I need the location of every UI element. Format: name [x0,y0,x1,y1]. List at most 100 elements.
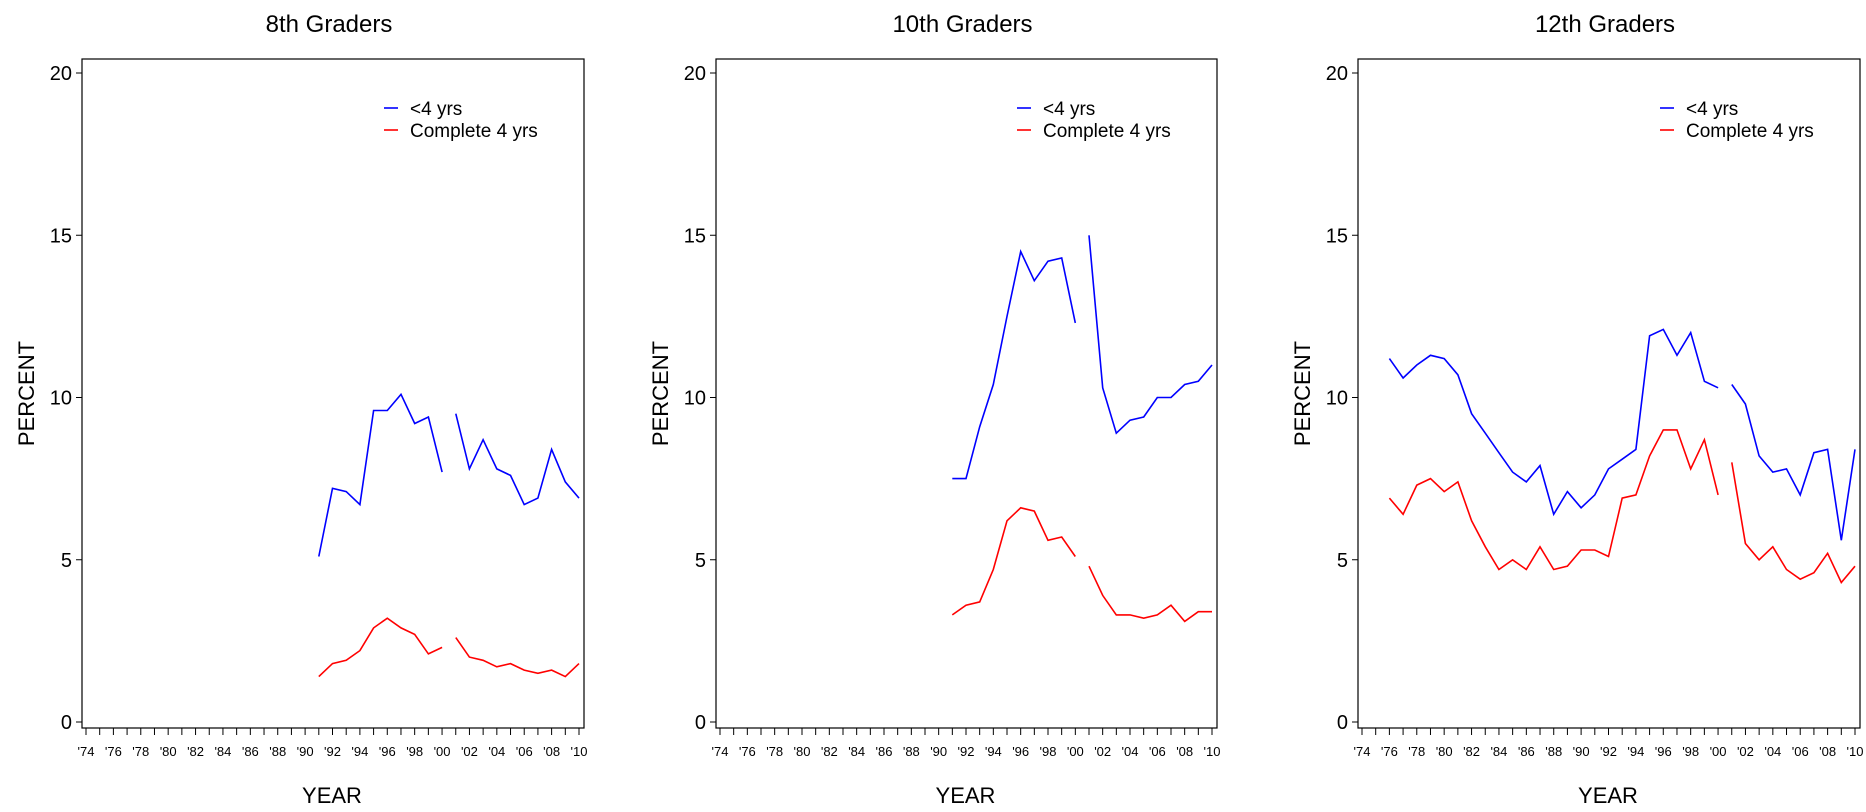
y-tick-label: 0 [1337,712,1348,734]
x-tick-label: '06 [1792,744,1809,759]
y-axis-label: PERCENT [14,341,39,446]
x-tick-label: '76 [105,744,122,759]
series-under-4-yrs-line [1088,235,1213,435]
series-under-4-yrs-line [952,248,1077,480]
y-tick-label: 15 [50,225,72,247]
x-tick-label: '86 [876,744,893,759]
x-tick-label: '00 [1067,744,1084,759]
x-tick-label: '90 [1573,744,1590,759]
x-tick-label: '98 [1040,744,1057,759]
x-tick-label: '94 [1627,744,1644,759]
x-tick-label: '82 [187,744,204,759]
series-under-4-yrs-line [1388,328,1719,517]
x-tick-label: '88 [903,744,920,759]
chart-title: 10th Graders [892,11,1032,38]
x-tick-label: '96 [379,744,396,759]
x-tick-label: '78 [1408,744,1425,759]
x-tick-label: '88 [269,744,286,759]
x-tick-label: '10 [1847,744,1864,759]
x-tick-label: '94 [985,744,1002,759]
plot-frame [715,58,1218,729]
x-tick-label: '00 [1710,744,1727,759]
x-axis-label: YEAR [936,783,996,807]
y-tick-label: 10 [684,388,706,410]
legend-label: Complete 4 yrs [1686,121,1814,142]
series-under-4-yrs-line [1731,384,1856,541]
x-tick-label: '84 [214,744,231,759]
y-tick-label: 15 [684,225,706,247]
x-tick-label: '80 [160,744,177,759]
y-tick-label: 10 [50,388,72,410]
x-tick-label: '04 [488,744,505,759]
x-tick-label: '04 [1764,744,1781,759]
x-tick-label: '92 [958,744,975,759]
x-tick-label: '02 [1094,744,1111,759]
chart-panel-1: 8th Graders 0 5 10 15 20 '74 '76 '78 '80 '82 '84 '86… [14,11,588,808]
x-tick-label: '00 [434,744,451,759]
legend-label: Complete 4 yrs [410,121,538,142]
series-under-4-yrs-line [318,392,443,557]
x-tick-label: '92 [324,744,341,759]
chart-title: 12th Graders [1535,11,1675,38]
y-tick-label: 5 [1337,550,1348,572]
y-tick-label: 20 [684,63,706,85]
legend-label: <4 yrs [410,99,462,120]
x-tick-label: '98 [1682,744,1699,759]
y-axis-label: PERCENT [648,341,673,446]
x-tick-label: '82 [1463,744,1480,759]
x-tick-label: '74 [78,744,95,759]
y-tick-label: 20 [50,63,72,85]
x-tick-label: '86 [1518,744,1535,759]
x-tick-label: '76 [1381,744,1398,759]
x-tick-label: '02 [461,744,478,759]
x-tick-label: '76 [739,744,756,759]
series-complete-4-yrs-line [1388,429,1719,571]
y-tick-label: 0 [61,712,72,734]
x-tick-label: '90 [930,744,947,759]
x-tick-label: '94 [351,744,368,759]
x-tick-label: '08 [1176,744,1193,759]
x-tick-label: '10 [1204,744,1221,759]
x-tick-label: '06 [516,744,533,759]
x-tick-label: '04 [1122,744,1139,759]
x-tick-label: '90 [297,744,314,759]
plot-frame [1357,58,1861,729]
x-tick-label: '88 [1545,744,1562,759]
x-tick-label: '06 [1149,744,1166,759]
series-complete-4-yrs-line [1088,565,1212,623]
chart-panel-2: 10th Graders 0 5 10 15 20 '74 '76 '78 '80 '82 '84 '8… [648,11,1221,808]
chart-panel-3: 12th Graders 0 5 10 15 20 '74 '76 '78 '80 '82 '84 '8… [1290,11,1864,808]
x-axis-label: YEAR [302,783,362,807]
series-complete-4-yrs-line [455,637,580,678]
x-tick-label: '08 [543,744,560,759]
y-tick-label: 15 [1326,225,1348,247]
x-tick-label: '10 [571,744,588,759]
x-tick-label: '98 [406,744,423,759]
plot-frame [81,58,585,729]
legend-label: Complete 4 yrs [1043,121,1171,142]
x-axis-label: YEAR [1578,783,1638,807]
x-tick-label: '96 [1655,744,1672,759]
y-tick-label: 10 [1326,388,1348,410]
y-tick-label: 5 [695,550,706,572]
x-tick-label: '84 [1490,744,1507,759]
x-tick-label: '82 [821,744,838,759]
x-tick-label: '78 [132,744,149,759]
x-tick-label: '02 [1737,744,1754,759]
y-tick-label: 0 [695,712,706,734]
x-tick-label: '78 [766,744,783,759]
x-tick-label: '74 [1354,744,1371,759]
legend-label: <4 yrs [1043,99,1095,120]
chart-title: 8th Graders [266,11,393,38]
x-tick-label: '80 [1436,744,1453,759]
x-tick-label: '92 [1600,744,1617,759]
x-tick-label: '80 [794,744,811,759]
x-tick-label: '96 [1012,744,1029,759]
x-tick-label: '08 [1819,744,1836,759]
y-tick-label: 5 [61,550,72,572]
series-complete-4-yrs-line [318,617,443,678]
y-axis-label: PERCENT [1290,341,1315,446]
legend-label: <4 yrs [1686,99,1738,120]
